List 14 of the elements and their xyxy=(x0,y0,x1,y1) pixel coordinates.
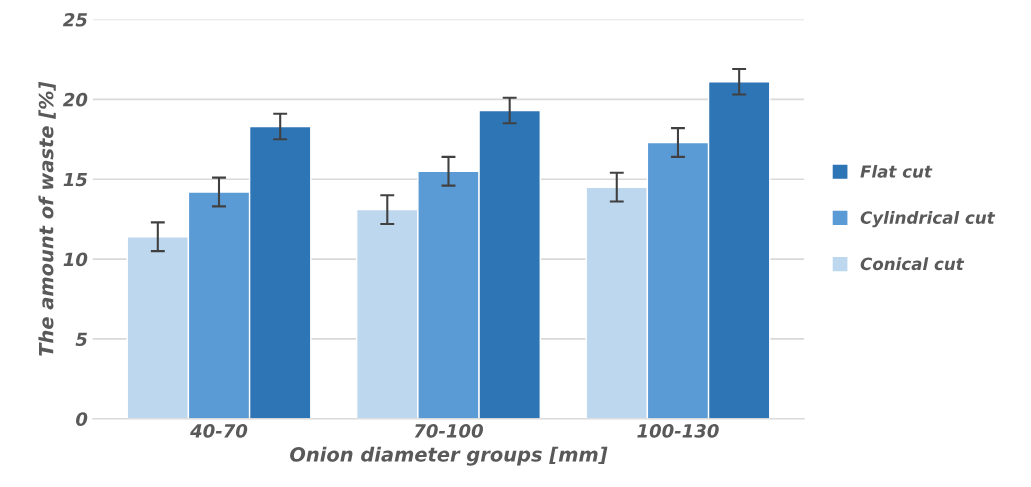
y-tick-label: 10 xyxy=(63,252,88,267)
x-axis-title: Onion diameter groups [mm] xyxy=(290,446,608,466)
legend-label: Flat cut xyxy=(860,164,933,178)
x-tick-label: 40-70 xyxy=(190,424,248,438)
legend-label: Conical cut xyxy=(860,257,965,271)
y-tick-label: 15 xyxy=(63,172,87,187)
y-tick-label: 0 xyxy=(76,412,88,426)
y-tick-label: 20 xyxy=(62,92,88,107)
x-tick-label: 100-130 xyxy=(637,424,719,438)
y-tick-label: 5 xyxy=(75,332,87,347)
y-tick-label: 25 xyxy=(62,12,87,27)
y-axis-title: The amount of waste [%] xyxy=(38,81,56,356)
legend-label: Cylindrical cut xyxy=(860,211,996,228)
x-tick-label: 70-100 xyxy=(414,424,483,438)
